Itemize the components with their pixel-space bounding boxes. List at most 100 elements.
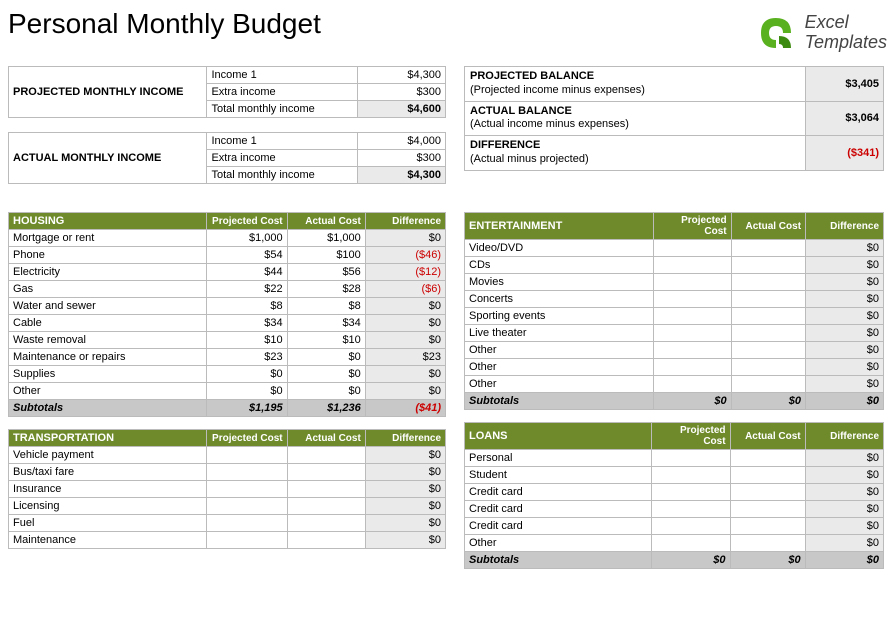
row-actual[interactable] <box>730 535 805 552</box>
row-actual[interactable] <box>731 257 805 274</box>
row-actual[interactable] <box>730 467 805 484</box>
row-actual[interactable] <box>287 447 365 464</box>
row-projected[interactable]: $23 <box>207 349 287 366</box>
row-actual[interactable] <box>731 359 805 376</box>
row-projected[interactable] <box>652 501 730 518</box>
row-projected[interactable]: $0 <box>207 366 287 383</box>
row-label[interactable]: Supplies <box>9 366 207 383</box>
row-projected[interactable]: $44 <box>207 264 287 281</box>
row-projected[interactable] <box>207 447 287 464</box>
row-projected[interactable] <box>207 481 287 498</box>
row-actual[interactable] <box>731 240 805 257</box>
row-label[interactable]: Vehicle payment <box>9 447 207 464</box>
income-row-name[interactable]: Extra income <box>207 150 357 167</box>
row-projected[interactable] <box>652 518 730 535</box>
row-actual[interactable] <box>731 342 805 359</box>
row-label[interactable]: Other <box>465 359 654 376</box>
row-projected[interactable]: $34 <box>207 315 287 332</box>
row-label[interactable]: Fuel <box>9 515 207 532</box>
row-actual[interactable]: $1,000 <box>287 230 365 247</box>
row-label[interactable]: Credit card <box>465 501 652 518</box>
row-label[interactable]: Other <box>465 376 654 393</box>
row-projected[interactable] <box>207 532 287 549</box>
row-label[interactable]: Video/DVD <box>465 240 654 257</box>
row-label[interactable]: Other <box>9 383 207 400</box>
row-label[interactable]: Credit card <box>465 518 652 535</box>
row-label[interactable]: Insurance <box>9 481 207 498</box>
row-projected[interactable] <box>654 376 732 393</box>
row-actual[interactable]: $34 <box>287 315 365 332</box>
row-actual[interactable] <box>287 532 365 549</box>
row-projected[interactable] <box>654 257 732 274</box>
row-projected[interactable]: $54 <box>207 247 287 264</box>
row-projected[interactable] <box>654 342 732 359</box>
row-actual[interactable] <box>287 515 365 532</box>
income-row-value[interactable]: $4,300 <box>357 67 445 84</box>
row-actual[interactable] <box>287 481 365 498</box>
row-label[interactable]: Live theater <box>465 325 654 342</box>
row-label[interactable]: Cable <box>9 315 207 332</box>
row-label[interactable]: Phone <box>9 247 207 264</box>
row-label[interactable]: Credit card <box>465 484 652 501</box>
row-projected[interactable] <box>207 464 287 481</box>
row-label[interactable]: Water and sewer <box>9 298 207 315</box>
row-label[interactable]: Maintenance <box>9 532 207 549</box>
row-label[interactable]: Other <box>465 342 654 359</box>
row-projected[interactable] <box>652 467 730 484</box>
row-label[interactable]: Waste removal <box>9 332 207 349</box>
row-label[interactable]: Sporting events <box>465 308 654 325</box>
row-label[interactable]: Gas <box>9 281 207 298</box>
row-projected[interactable]: $1,000 <box>207 230 287 247</box>
row-label[interactable]: Other <box>465 535 652 552</box>
row-label[interactable]: Licensing <box>9 498 207 515</box>
row-actual[interactable] <box>287 464 365 481</box>
row-actual[interactable] <box>731 308 805 325</box>
row-actual[interactable] <box>731 376 805 393</box>
row-label[interactable]: Concerts <box>465 291 654 308</box>
income-row-name[interactable]: Income 1 <box>207 133 357 150</box>
row-label[interactable]: Personal <box>465 450 652 467</box>
row-label[interactable]: Electricity <box>9 264 207 281</box>
income-row-value[interactable]: $4,000 <box>357 133 445 150</box>
row-actual[interactable]: $0 <box>287 383 365 400</box>
row-label[interactable]: Mortgage or rent <box>9 230 207 247</box>
row-actual[interactable]: $8 <box>287 298 365 315</box>
row-actual[interactable] <box>287 498 365 515</box>
income-row-value[interactable]: $300 <box>357 150 445 167</box>
row-actual[interactable] <box>731 325 805 342</box>
row-projected[interactable]: $0 <box>207 383 287 400</box>
row-projected[interactable] <box>654 308 732 325</box>
row-projected[interactable] <box>654 325 732 342</box>
row-projected[interactable] <box>207 515 287 532</box>
row-actual[interactable] <box>730 450 805 467</box>
row-projected[interactable] <box>652 450 730 467</box>
row-actual[interactable] <box>731 291 805 308</box>
row-actual[interactable]: $10 <box>287 332 365 349</box>
row-actual[interactable] <box>730 484 805 501</box>
row-projected[interactable]: $8 <box>207 298 287 315</box>
row-label[interactable]: Bus/taxi fare <box>9 464 207 481</box>
row-projected[interactable] <box>654 291 732 308</box>
row-projected[interactable]: $22 <box>207 281 287 298</box>
row-label[interactable]: CDs <box>465 257 654 274</box>
row-label[interactable]: Maintenance or repairs <box>9 349 207 366</box>
row-actual[interactable] <box>730 501 805 518</box>
row-projected[interactable] <box>652 484 730 501</box>
income-row-name[interactable]: Extra income <box>207 84 357 101</box>
row-actual[interactable]: $100 <box>287 247 365 264</box>
row-projected[interactable]: $10 <box>207 332 287 349</box>
row-label[interactable]: Student <box>465 467 652 484</box>
row-label[interactable]: Movies <box>465 274 654 291</box>
row-actual[interactable]: $28 <box>287 281 365 298</box>
row-projected[interactable] <box>207 498 287 515</box>
row-actual[interactable]: $0 <box>287 349 365 366</box>
row-projected[interactable] <box>654 274 732 291</box>
row-projected[interactable] <box>652 535 730 552</box>
row-projected[interactable] <box>654 359 732 376</box>
income-row-value[interactable]: $300 <box>357 84 445 101</box>
row-projected[interactable] <box>654 240 732 257</box>
row-actual[interactable] <box>731 274 805 291</box>
row-actual[interactable] <box>730 518 805 535</box>
row-actual[interactable]: $56 <box>287 264 365 281</box>
income-row-name[interactable]: Income 1 <box>207 67 357 84</box>
